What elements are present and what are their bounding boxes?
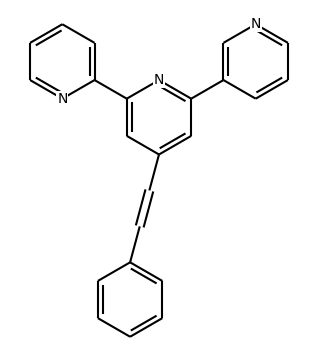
Text: N: N: [57, 92, 67, 106]
Text: N: N: [154, 73, 164, 87]
Text: N: N: [251, 17, 261, 31]
